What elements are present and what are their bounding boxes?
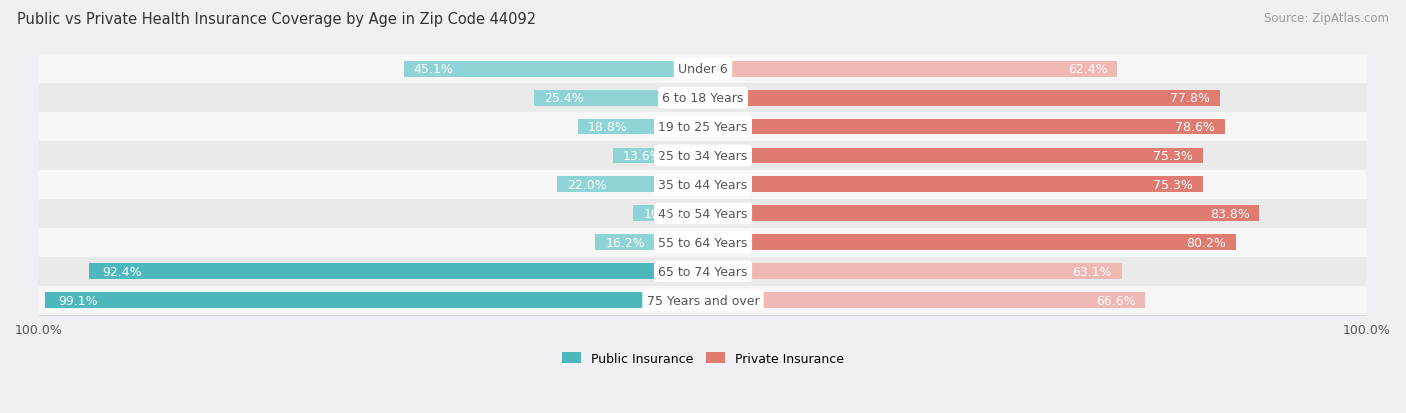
Bar [39,142,1367,171]
Bar [703,235,1236,251]
Bar [45,292,703,309]
Bar [613,148,703,164]
Bar [703,292,1146,309]
Bar [534,90,703,106]
Bar [90,263,703,280]
Text: Source: ZipAtlas.com: Source: ZipAtlas.com [1264,12,1389,25]
Text: 99.1%: 99.1% [58,294,98,307]
Text: 63.1%: 63.1% [1073,265,1112,278]
Text: 6 to 18 Years: 6 to 18 Years [662,92,744,105]
Text: 13.6%: 13.6% [623,150,662,163]
Bar [39,171,1367,199]
Bar [703,177,1204,193]
Bar [39,228,1367,257]
Bar [703,90,1219,106]
Text: 18.8%: 18.8% [588,121,628,134]
Text: 55 to 64 Years: 55 to 64 Years [658,236,748,249]
Bar [703,263,1122,280]
Text: 10.5%: 10.5% [643,207,683,220]
Bar [404,62,703,77]
Text: 62.4%: 62.4% [1067,63,1108,76]
Bar [703,148,1204,164]
Text: 83.8%: 83.8% [1209,207,1250,220]
Bar [39,84,1367,113]
Text: 25 to 34 Years: 25 to 34 Years [658,150,748,163]
Text: 92.4%: 92.4% [103,265,142,278]
Bar [39,286,1367,315]
Text: 65 to 74 Years: 65 to 74 Years [658,265,748,278]
Bar [595,235,703,251]
Text: 78.6%: 78.6% [1175,121,1215,134]
Text: 75.3%: 75.3% [1153,150,1194,163]
Bar [39,113,1367,142]
Bar [39,55,1367,84]
Text: 25.4%: 25.4% [544,92,583,105]
Text: Public vs Private Health Insurance Coverage by Age in Zip Code 44092: Public vs Private Health Insurance Cover… [17,12,536,27]
Text: 45 to 54 Years: 45 to 54 Years [658,207,748,220]
Bar [39,257,1367,286]
Text: 66.6%: 66.6% [1095,294,1135,307]
Bar [578,119,703,135]
Bar [39,199,1367,228]
Text: 75 Years and over: 75 Years and over [647,294,759,307]
Bar [703,119,1225,135]
Text: 77.8%: 77.8% [1170,92,1209,105]
Text: 75.3%: 75.3% [1153,178,1194,192]
Text: Under 6: Under 6 [678,63,728,76]
Bar [703,62,1118,77]
Bar [557,177,703,193]
Legend: Public Insurance, Private Insurance: Public Insurance, Private Insurance [557,347,849,370]
Text: 35 to 44 Years: 35 to 44 Years [658,178,748,192]
Bar [633,206,703,222]
Bar [703,206,1260,222]
Text: 16.2%: 16.2% [606,236,645,249]
Text: 45.1%: 45.1% [413,63,453,76]
Text: 80.2%: 80.2% [1185,236,1226,249]
Text: 22.0%: 22.0% [567,178,606,192]
Text: 19 to 25 Years: 19 to 25 Years [658,121,748,134]
